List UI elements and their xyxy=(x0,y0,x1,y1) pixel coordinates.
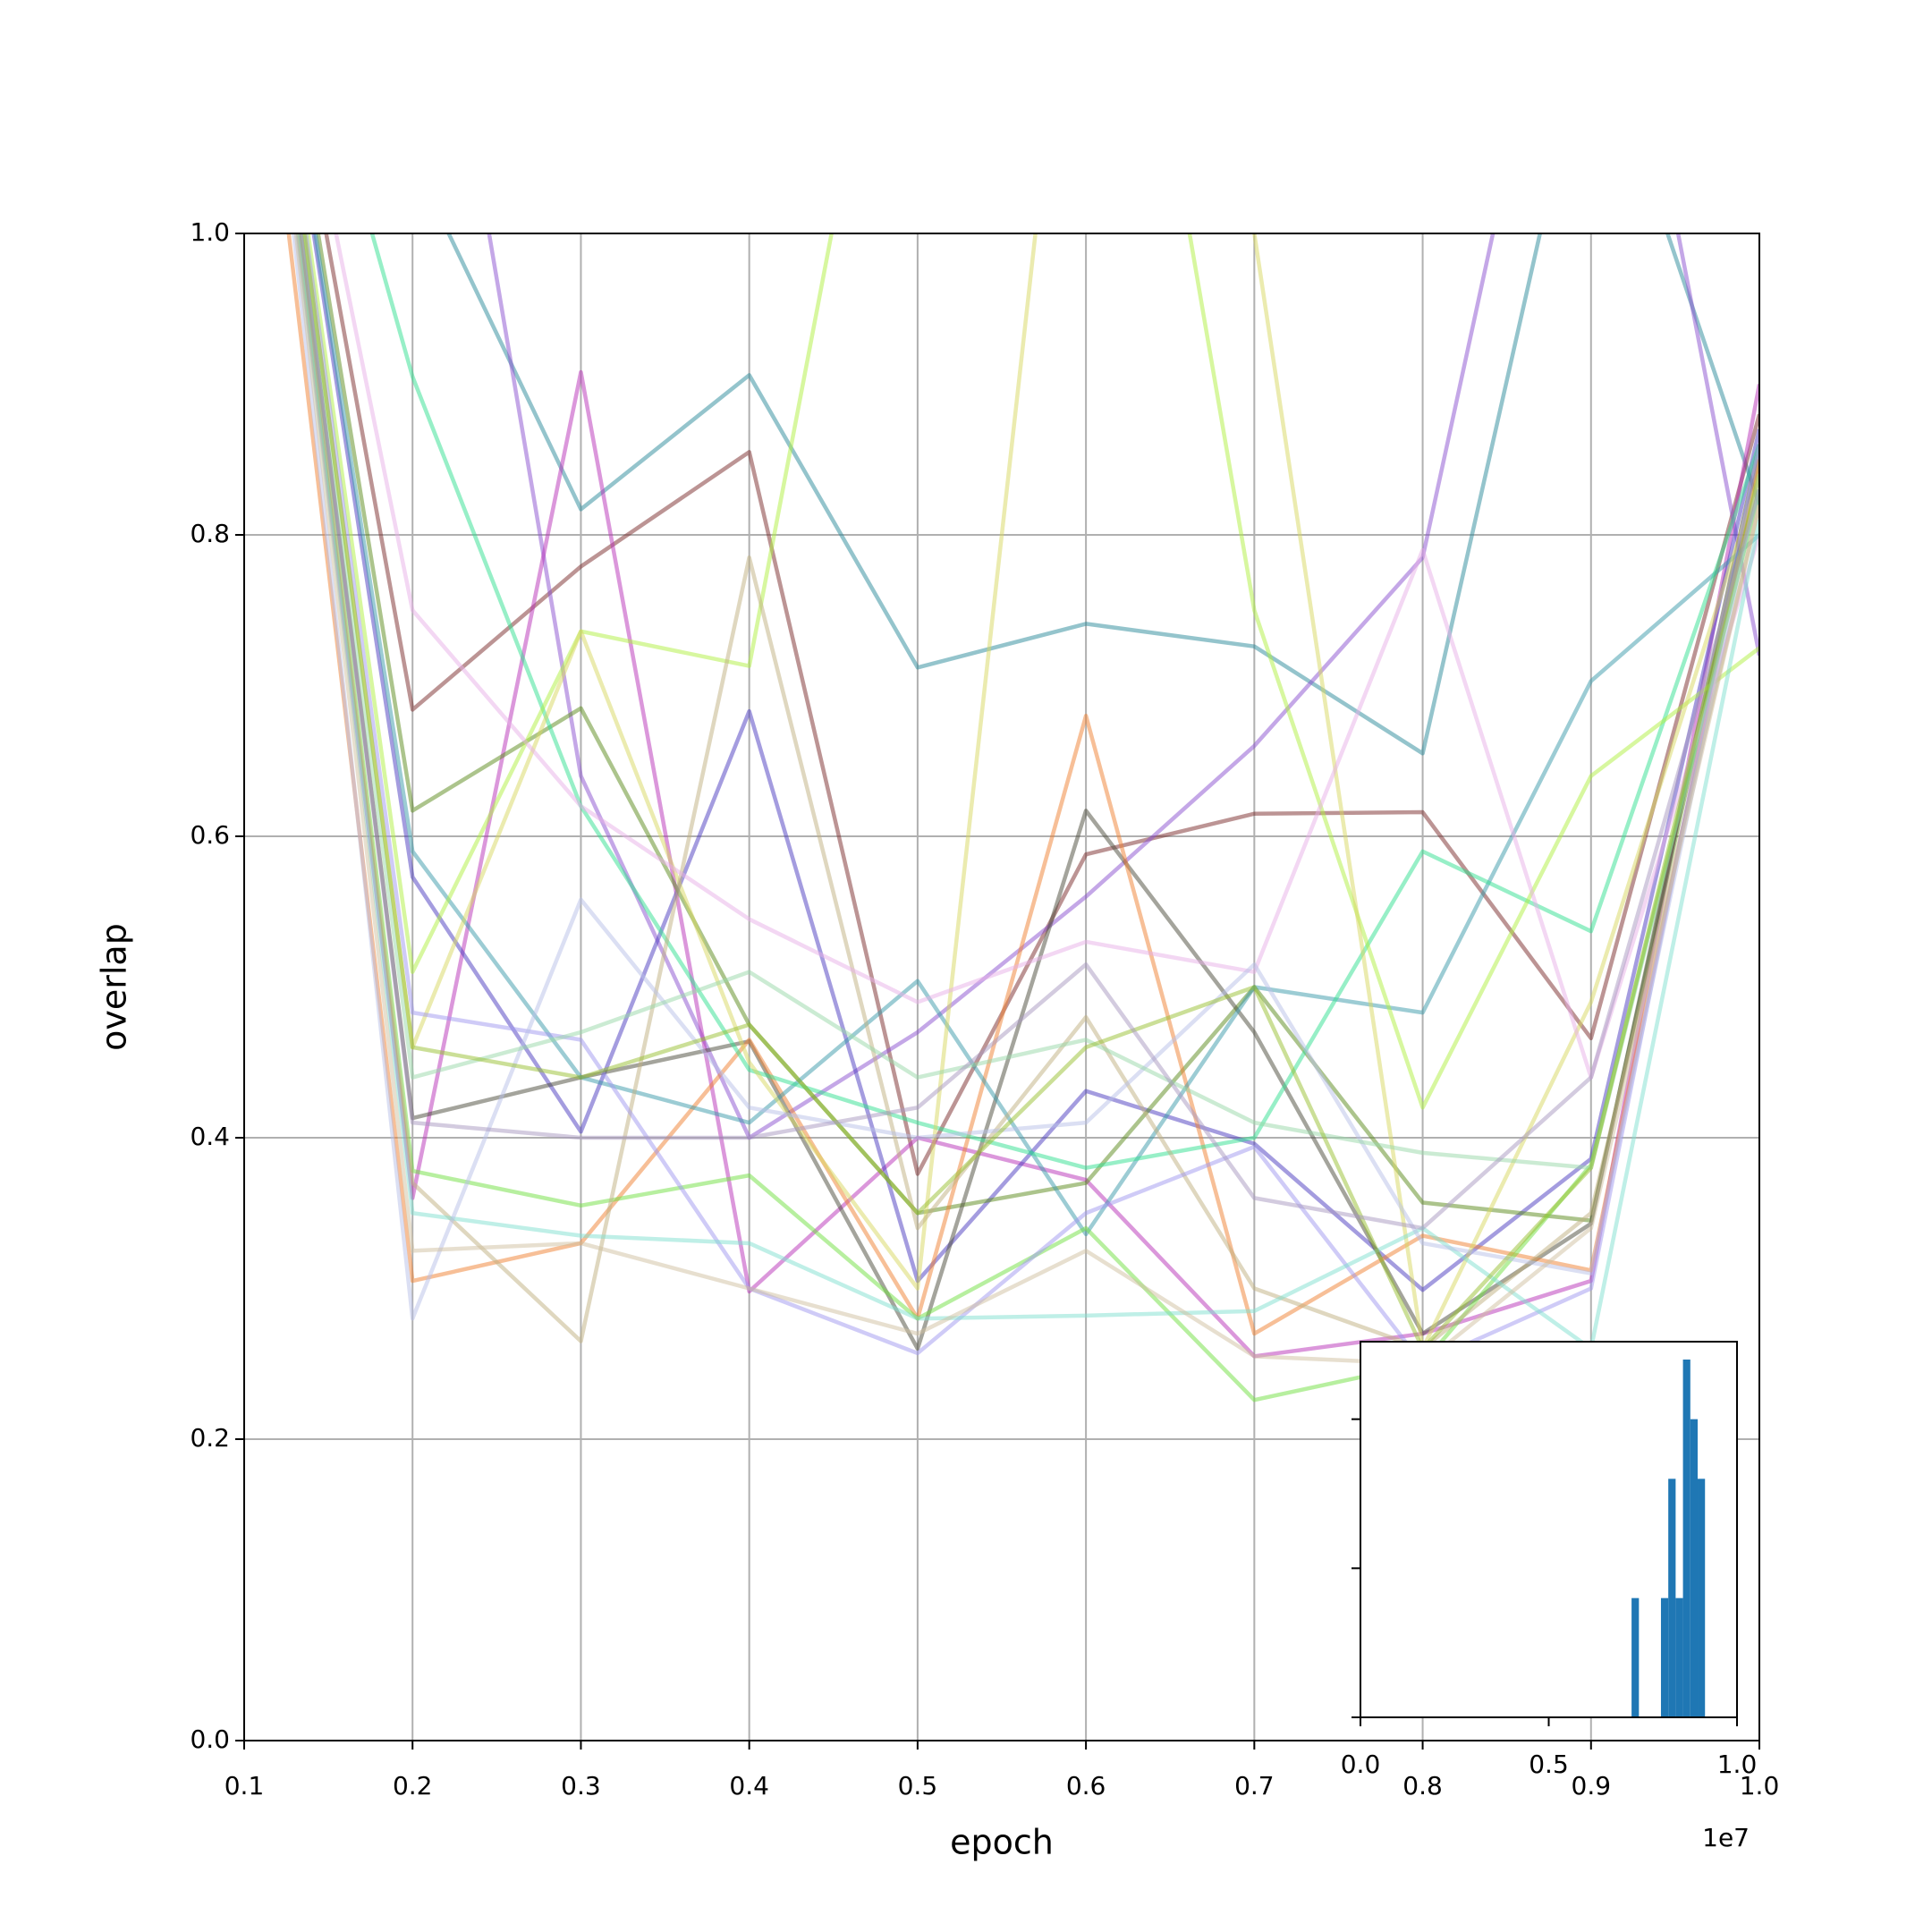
x-tick-label: 0.3 xyxy=(561,1771,601,1801)
histogram-bar xyxy=(1675,1597,1683,1717)
lines xyxy=(286,233,1759,1402)
inset-axes: 0.0 0.5 1.0 1e7 xyxy=(1341,1341,1758,1852)
histogram-bar xyxy=(1682,1360,1690,1717)
y-tick-label: 0.0 xyxy=(190,1724,230,1754)
series-line xyxy=(301,233,1759,1352)
series-line xyxy=(487,233,1759,1140)
x-tick-label: 0.4 xyxy=(729,1771,769,1801)
histogram-bar xyxy=(1631,1597,1640,1717)
histogram-bar xyxy=(1660,1597,1669,1717)
inset-frame xyxy=(1360,1341,1738,1718)
y-tick-label: 0.4 xyxy=(190,1122,230,1151)
series-line xyxy=(316,233,1759,1223)
y-axis-label: overlap xyxy=(95,923,134,1051)
x-axis-label: epoch xyxy=(950,1823,1054,1862)
y-tick-label: 0.8 xyxy=(190,519,230,548)
series-line xyxy=(306,233,1759,1110)
x-tick-label: 0.6 xyxy=(1066,1771,1106,1801)
plot-frame xyxy=(243,233,1760,1741)
series-line xyxy=(295,233,1759,1352)
x-tick-label: 0.5 xyxy=(898,1771,938,1801)
series-line xyxy=(446,233,1759,756)
series-line xyxy=(369,233,1759,1170)
y-tick-label: 0.2 xyxy=(190,1423,230,1453)
x-tick-label: 0.9 xyxy=(1572,1771,1612,1801)
x-offset-label: 1e7 xyxy=(1702,1823,1750,1852)
x-tick-label: 1.0 xyxy=(1717,1750,1758,1779)
series-line xyxy=(334,233,1759,1080)
series-line xyxy=(303,233,1759,1366)
x-tick-label: 0.8 xyxy=(1402,1771,1443,1801)
series-line xyxy=(313,233,1759,1237)
histogram-bar xyxy=(1698,1479,1706,1717)
x-tick-label: 1.0 xyxy=(1740,1771,1780,1801)
x-tick-label: 0.1 xyxy=(225,1771,265,1801)
series-line xyxy=(296,233,1759,1402)
x-tick-label: 0.7 xyxy=(1234,1771,1275,1801)
series-line xyxy=(296,233,1759,1352)
x-tick-label: 0.5 xyxy=(1529,1750,1569,1779)
series-line xyxy=(301,233,1759,1170)
x-tick-label: 0.2 xyxy=(393,1771,433,1801)
series-line xyxy=(299,233,1759,1231)
series-line xyxy=(293,233,1759,1366)
series-line xyxy=(301,233,1759,1352)
histogram-bar xyxy=(1668,1479,1676,1717)
x-tick-label: 0.0 xyxy=(1341,1750,1381,1779)
y-tick-label: 0.6 xyxy=(190,820,230,850)
series-line xyxy=(295,233,1759,1359)
histogram-bar xyxy=(1690,1419,1699,1717)
y-tick-label: 1.0 xyxy=(190,217,230,247)
series-line xyxy=(311,233,1759,1292)
